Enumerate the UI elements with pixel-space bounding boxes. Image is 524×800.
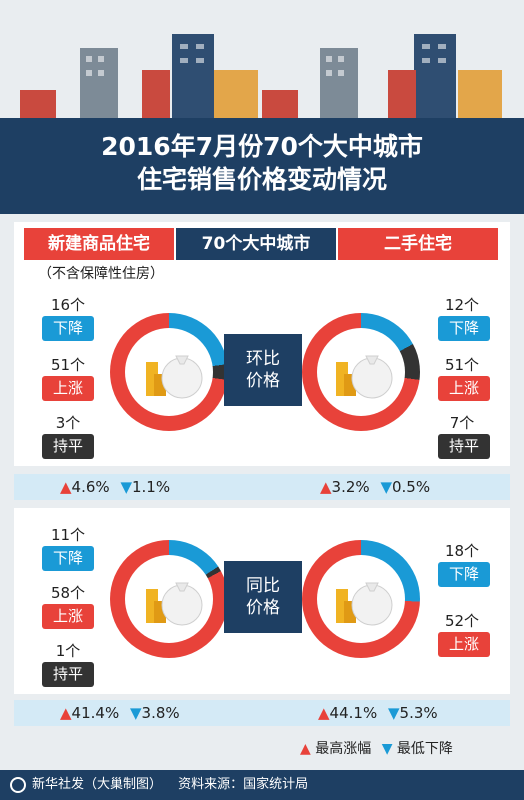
yoy-extremes-strip [14,700,510,726]
yoy-new-down-badge: 下降 [42,546,94,571]
mom-used-flat-badge: 持平 [438,434,490,459]
new-housing-tag: 新建商品住宅 [24,228,174,260]
yoy-new-flat-count: 1个 [55,642,81,660]
mom-used-down-badge: 下降 [438,316,490,341]
note-text: （不含保障性住房） [38,266,164,282]
xinhua-logo-icon [10,776,26,793]
mom-used-down-count: 12个 [444,296,480,314]
yoy-used-down-count: 18个 [444,542,480,560]
legend-fall-label: 最低下降 [396,741,453,757]
yoy-used-extremes: ▲44.1% ▼5.3% [318,704,438,722]
money-bag-icon [140,336,204,404]
money-bag-icon [140,563,204,631]
money-bag-icon [330,336,394,404]
fall-arrow-icon: ▼ [381,741,393,757]
mom-used-up-count: 51个 [444,356,480,374]
mom-used-up-badge: 上涨 [438,376,490,401]
yoy-used-up-count: 52个 [444,612,480,630]
footer-source: 资料来源：国家统计局 [178,777,309,792]
legend: ▲ 最高涨幅 ▼ 最低下降 [300,738,453,758]
yoy-used-up-badge: 上涨 [438,632,490,657]
money-bag-icon [330,563,394,631]
mom-new-extremes: ▲4.6% ▼1.1% [60,478,171,496]
footer: 新华社发（大巢制图） 资料来源：国家统计局 [0,770,524,800]
mom-extremes-strip [14,474,510,500]
fall-arrow-icon: ▼ [120,478,132,496]
yoy-new-down-count: 11个 [50,526,86,544]
rise-arrow-icon: ▲ [60,478,72,496]
skyline-illustration [0,0,524,120]
mom-new-flat-count: 3个 [55,414,81,432]
rise-arrow-icon: ▲ [60,704,72,722]
legend-rise-label: 最高涨幅 [315,741,372,757]
yoy-center-label: 同比 价格 [224,561,302,633]
mom-center-label: 环比 价格 [224,334,302,406]
mom-new-flat-badge: 持平 [42,434,94,459]
used-housing-tag: 二手住宅 [338,228,498,260]
yoy-used-down-badge: 下降 [438,562,490,587]
fall-arrow-icon: ▼ [387,704,400,722]
mom-new-up-count: 51个 [50,356,86,374]
rise-arrow-icon: ▲ [300,741,311,757]
mom-new-up-badge: 上涨 [42,376,94,401]
rise-arrow-icon: ▲ [320,478,332,496]
mom-new-down-count: 16个 [50,296,86,314]
fall-arrow-icon: ▼ [129,704,142,722]
rise-arrow-icon: ▲ [318,704,330,722]
yoy-new-up-count: 58个 [50,584,86,602]
mom-used-flat-count: 7个 [449,414,475,432]
page-title: 2016年7月份70个大中城市 住宅销售价格变动情况 [101,132,423,194]
yoy-new-up-badge: 上涨 [42,604,94,629]
title-banner [0,118,524,214]
mom-used-extremes: ▲3.2% ▼0.5% [320,478,431,496]
yoy-new-ring-chart [110,540,228,658]
cities-tag: 70个大中城市 [176,228,336,260]
mom-new-down-badge: 下降 [42,316,94,341]
fall-arrow-icon: ▼ [380,478,392,496]
footer-agency: 新华社发（大巢制图） [32,777,163,792]
yoy-new-flat-badge: 持平 [42,662,94,687]
yoy-new-extremes: ▲41.4% ▼3.8% [60,704,180,722]
